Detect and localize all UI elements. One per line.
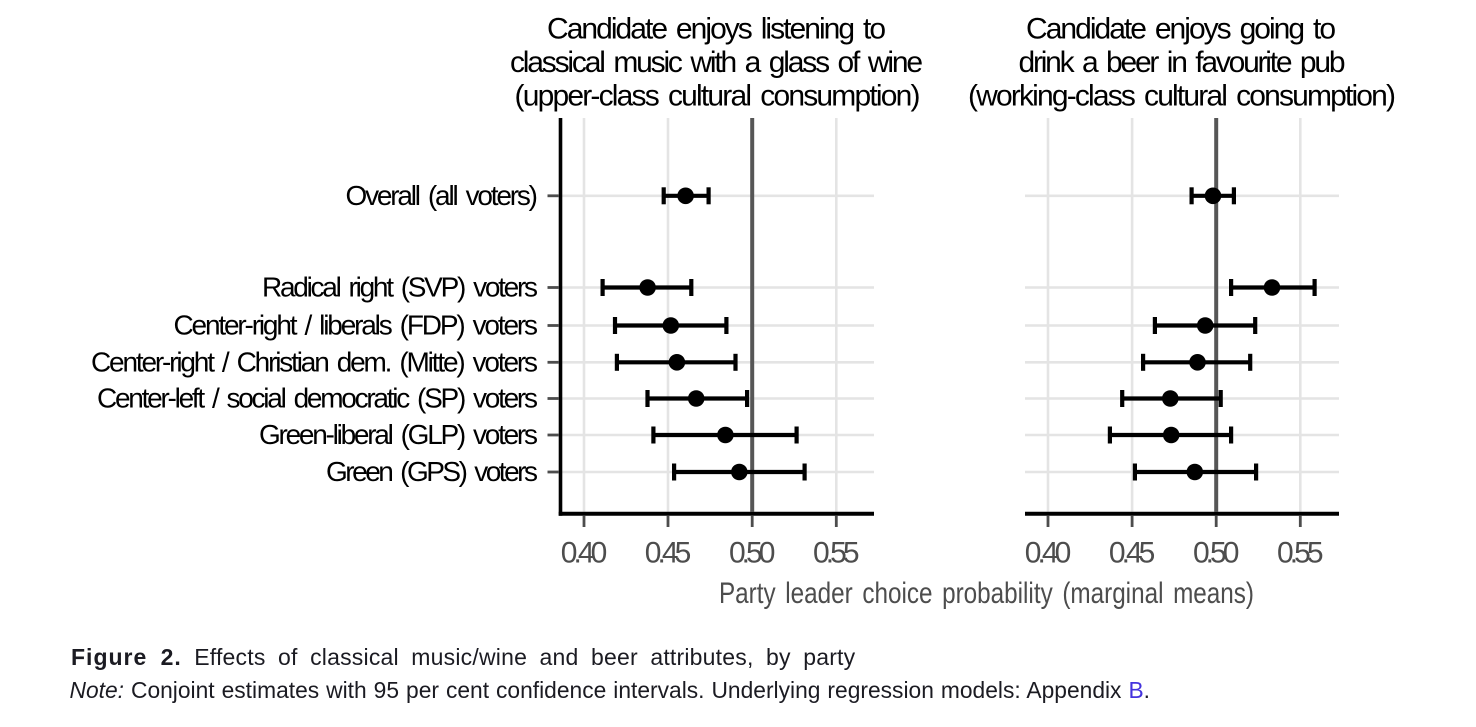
svg-text:Radical right (SVP) voters: Radical right (SVP) voters — [262, 272, 538, 303]
svg-text:0.50: 0.50 — [1193, 537, 1240, 570]
svg-text:classical music with a glass o: classical music with a glass of wine — [510, 46, 923, 79]
svg-text:(upper-class cultural consumpt: (upper-class cultural consumption) — [515, 79, 921, 112]
svg-text:0.50: 0.50 — [729, 537, 776, 570]
svg-text:(working-class cultural consum: (working-class cultural consumption) — [968, 79, 1396, 112]
svg-text:Green (GPS) voters: Green (GPS) voters — [326, 456, 538, 487]
svg-text:Overall (all voters): Overall (all voters) — [346, 180, 539, 211]
svg-text:Candidate enjoys going to: Candidate enjoys going to — [1026, 13, 1336, 46]
svg-text:0.40: 0.40 — [1025, 537, 1072, 570]
svg-text:0.55: 0.55 — [1277, 537, 1324, 570]
svg-text:0.45: 0.45 — [1109, 537, 1156, 570]
svg-text:Center-right / liberals (FDP): Center-right / liberals (FDP) voters — [174, 310, 539, 341]
svg-text:0.45: 0.45 — [645, 537, 692, 570]
svg-text:Party leader choice probabilit: Party leader choice probability (margina… — [719, 577, 1254, 610]
svg-text:Green-liberal (GLP) voters: Green-liberal (GLP) voters — [259, 419, 538, 450]
svg-text:drink a beer in favourite pub: drink a beer in favourite pub — [1019, 46, 1346, 79]
svg-text:0.55: 0.55 — [813, 537, 860, 570]
svg-text:0.40: 0.40 — [561, 537, 608, 570]
svg-text:Center-left / social democrati: Center-left / social democratic (SP) vot… — [97, 383, 538, 414]
svg-text:Center-right / Christian dem.: Center-right / Christian dem. (Mitte) vo… — [91, 347, 538, 378]
svg-text:Candidate enjoys listening to: Candidate enjoys listening to — [547, 13, 886, 46]
